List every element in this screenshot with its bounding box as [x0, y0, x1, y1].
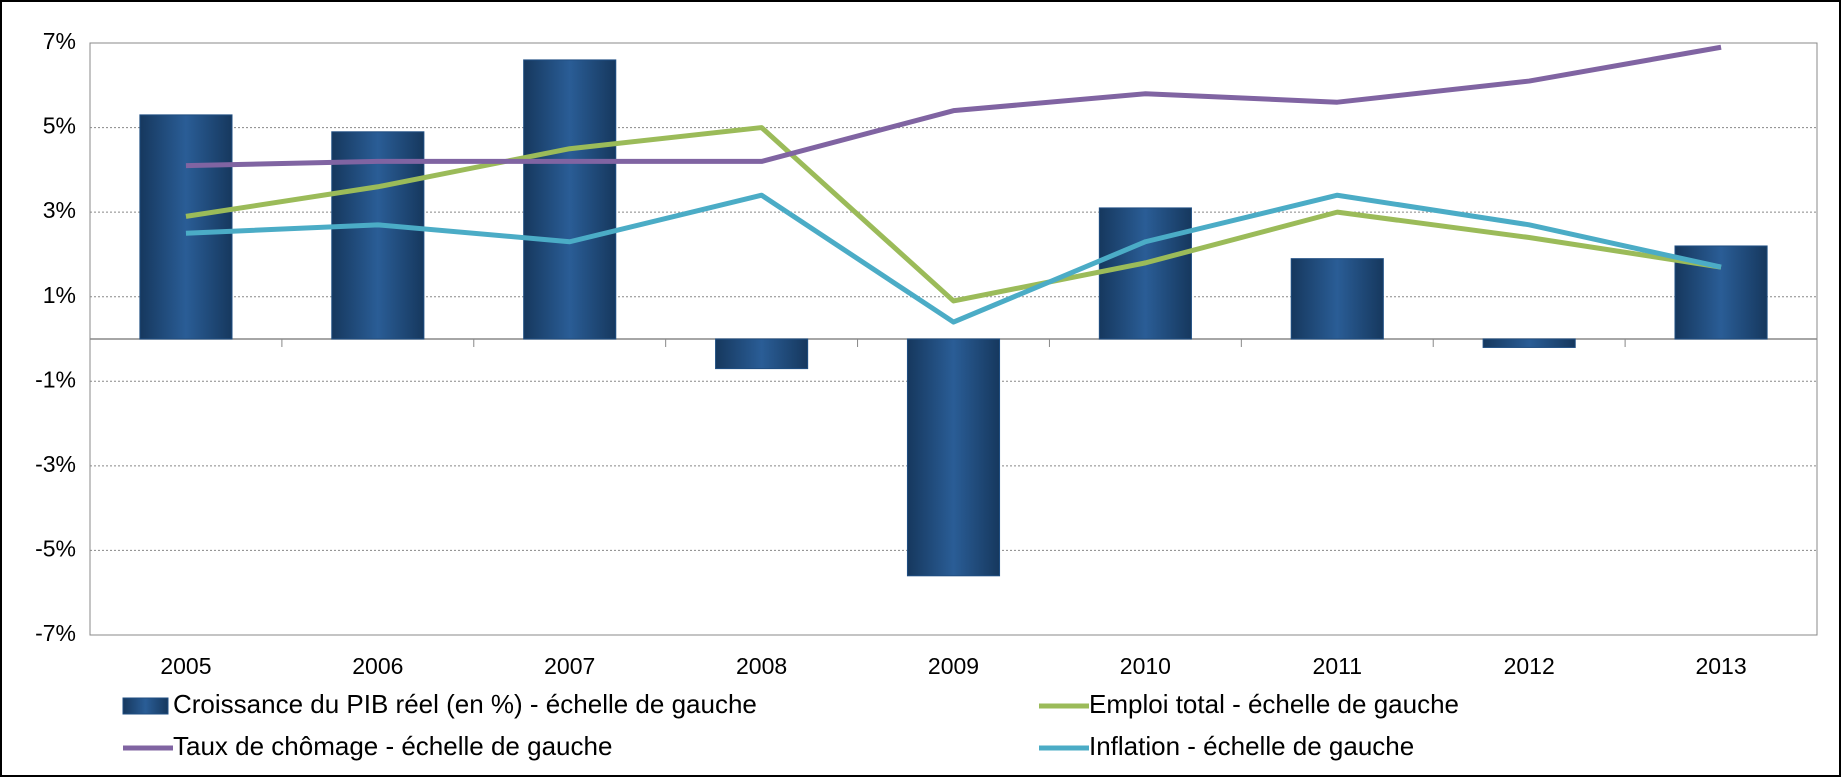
- y-tick-label: 7%: [43, 28, 76, 54]
- bar: [331, 131, 425, 340]
- x-tick-label: 2005: [160, 653, 211, 679]
- bar: [523, 59, 617, 340]
- x-tick-label: 2012: [1504, 653, 1555, 679]
- legend-swatch: [122, 697, 169, 715]
- line: [185, 125, 1722, 304]
- y-tick-label: 5%: [43, 113, 76, 139]
- bar: [139, 114, 233, 340]
- x-tick-label: 2006: [352, 653, 403, 679]
- y-tick-label: 3%: [43, 197, 76, 223]
- x-tick-label: 2009: [928, 653, 979, 679]
- x-tick-label: 2013: [1695, 653, 1746, 679]
- x-tick-label: 2007: [544, 653, 595, 679]
- x-tick-label: 2010: [1120, 653, 1171, 679]
- bar: [1482, 338, 1576, 348]
- bar: [906, 338, 1001, 577]
- y-tick-label: -7%: [35, 620, 76, 646]
- y-tick-label: -3%: [35, 451, 76, 477]
- line: [185, 44, 1722, 169]
- bar: [1098, 207, 1192, 340]
- y-tick-label: -5%: [35, 536, 76, 562]
- legend-label: Inflation - échelle de gauche: [1089, 731, 1414, 761]
- y-tick-label: 1%: [43, 282, 76, 308]
- bar: [715, 338, 809, 370]
- x-tick-label: 2011: [1313, 653, 1362, 679]
- legend-label: Taux de chômage - échelle de gauche: [173, 731, 612, 761]
- y-tick-label: -1%: [35, 366, 76, 392]
- line: [185, 192, 1722, 325]
- legend-label: Croissance du PIB réel (en %) - échelle …: [173, 689, 757, 719]
- x-tick-label: 2008: [736, 653, 787, 679]
- bar: [1290, 258, 1384, 340]
- legend-label: Emploi total - échelle de gauche: [1089, 689, 1459, 719]
